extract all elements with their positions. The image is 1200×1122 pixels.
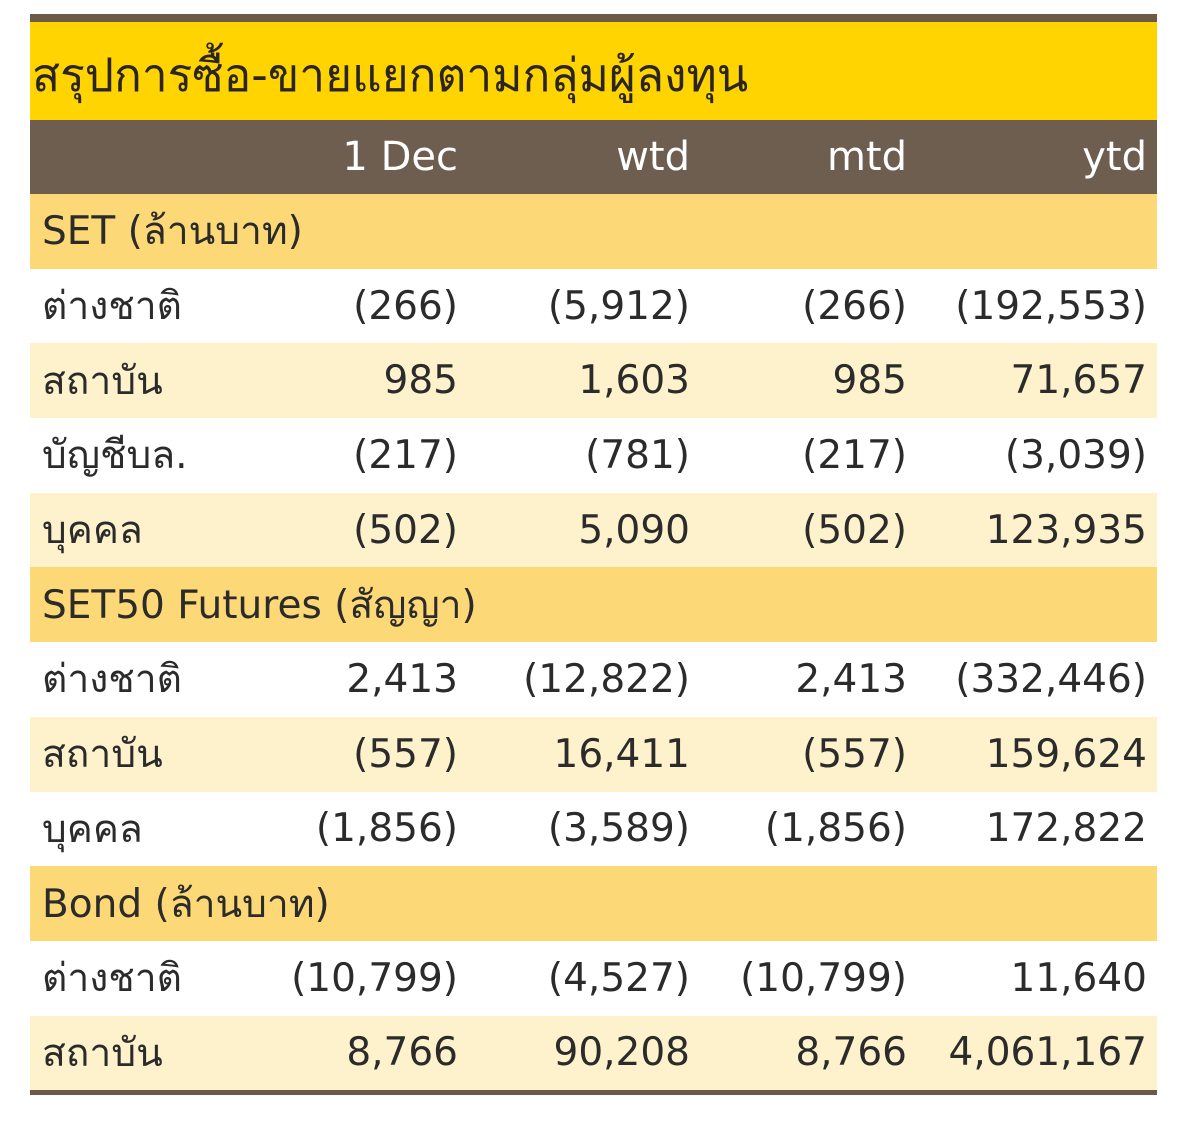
- cell-mtd: (217): [802, 432, 907, 478]
- cell-wtd: 1,603: [578, 358, 690, 404]
- row-label: บัญชีบล.: [42, 433, 188, 479]
- cell-mtd: (1,856): [764, 806, 907, 852]
- cell-ytd: 123,935: [985, 507, 1147, 553]
- section-header-set50-futures: SET50 Futures (สัญญา): [30, 567, 1157, 643]
- row-label: บุคคล: [42, 508, 143, 554]
- bottom-rule: [30, 1090, 1157, 1096]
- section-label: SET50 Futures (สัญญา): [42, 582, 477, 628]
- cell-ytd: (192,553): [955, 283, 1147, 329]
- cell-ytd: 4,061,167: [948, 1030, 1148, 1076]
- investor-flow-table: สรุปการซื้อ-ขายแยกตามกลุ่มผู้ลงทุน 1 Dec…: [30, 14, 1157, 1096]
- cell-mtd: 985: [832, 358, 907, 404]
- cell-1-dec: (502): [353, 507, 458, 553]
- table-row: ต่างชาติ (10,799) (4,527) (10,799) 11,64…: [30, 940, 1157, 1016]
- cell-ytd: 172,822: [985, 806, 1147, 852]
- column-header-ytd: ytd: [1082, 134, 1147, 180]
- cell-wtd: (3,589): [547, 806, 690, 852]
- cell-1-dec: (266): [353, 283, 458, 329]
- table-row: บัญชีบล. (217) (781) (217) (3,039): [30, 418, 1157, 493]
- cell-mtd: (502): [802, 507, 907, 553]
- section-header-set: SET (ล้านบาท): [30, 194, 1157, 269]
- section-header-bond: Bond (ล้านบาท): [30, 866, 1157, 941]
- column-header-wtd: wtd: [616, 134, 690, 180]
- cell-ytd: (3,039): [1004, 432, 1147, 478]
- column-header-1-dec: 1 Dec: [342, 134, 458, 180]
- table-row: บุคคล (502) 5,090 (502) 123,935: [30, 492, 1157, 568]
- row-label: ต่างชาติ: [42, 956, 182, 1002]
- cell-1-dec: (10,799): [291, 955, 458, 1001]
- cell-1-dec: 8,766: [346, 1030, 458, 1076]
- section-label: Bond (ล้านบาท): [42, 881, 330, 927]
- cell-ytd: (332,446): [955, 656, 1147, 702]
- row-label: สถาบัน: [42, 1030, 163, 1076]
- cell-ytd: 11,640: [1010, 955, 1147, 1001]
- table-row: ต่างชาติ 2,413 (12,822) 2,413 (332,446): [30, 642, 1157, 717]
- cell-1-dec: (217): [353, 432, 458, 478]
- cell-wtd: 5,090: [578, 507, 690, 553]
- cell-mtd: (557): [802, 731, 907, 777]
- cell-1-dec: (557): [353, 731, 458, 777]
- cell-ytd: 159,624: [985, 731, 1147, 777]
- table-title: สรุปการซื้อ-ขายแยกตามกลุ่มผู้ลงทุน: [32, 48, 749, 102]
- cell-mtd: (10,799): [740, 955, 907, 1001]
- cell-wtd: (12,822): [523, 656, 690, 702]
- table-row: ต่างชาติ (266) (5,912) (266) (192,553): [30, 268, 1157, 344]
- top-rule: [30, 14, 1157, 22]
- row-label: ต่างชาติ: [42, 657, 182, 703]
- cell-1-dec: 2,413: [346, 656, 458, 702]
- cell-wtd: (781): [585, 432, 690, 478]
- cell-1-dec: 985: [383, 358, 458, 404]
- cell-mtd: 2,413: [795, 656, 907, 702]
- cell-wtd: 16,411: [553, 731, 690, 777]
- column-header-row: 1 Dec wtd mtd ytd: [30, 120, 1157, 194]
- table-row: สถาบัน (557) 16,411 (557) 159,624: [30, 716, 1157, 792]
- row-label: บุคคล: [42, 806, 143, 852]
- row-label: สถาบัน: [42, 358, 163, 404]
- table-row: บุคคล (1,856) (3,589) (1,856) 172,822: [30, 791, 1157, 867]
- row-label: สถาบัน: [42, 732, 163, 778]
- cell-1-dec: (1,856): [315, 806, 458, 852]
- cell-mtd: (266): [802, 283, 907, 329]
- title-bar: สรุปการซื้อ-ขายแยกตามกลุ่มผู้ลงทุน: [30, 22, 1157, 120]
- cell-ytd: 71,657: [1010, 358, 1147, 404]
- table-row: สถาบัน 8,766 90,208 8,766 4,061,167: [30, 1015, 1157, 1091]
- row-label: ต่างชาติ: [42, 284, 182, 330]
- cell-wtd: 90,208: [553, 1030, 690, 1076]
- cell-wtd: (5,912): [547, 283, 690, 329]
- table-row: สถาบัน 985 1,603 985 71,657: [30, 343, 1157, 419]
- section-label: SET (ล้านบาท): [42, 209, 303, 255]
- cell-wtd: (4,527): [547, 955, 690, 1001]
- column-header-mtd: mtd: [826, 134, 907, 180]
- cell-mtd: 8,766: [795, 1030, 907, 1076]
